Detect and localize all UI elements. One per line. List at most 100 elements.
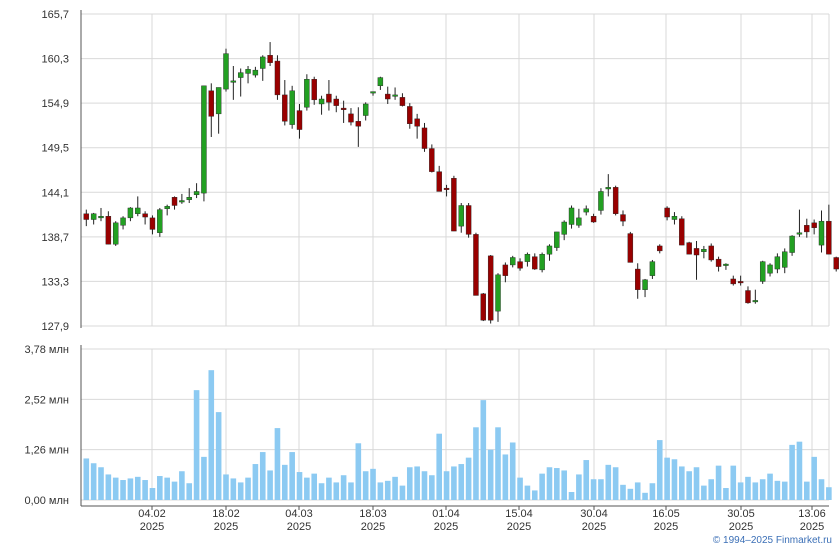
candle-body [237, 72, 244, 78]
candle [355, 107, 362, 147]
price-tick-label: 144,1 [41, 187, 69, 199]
candle-body [465, 205, 472, 235]
candle [98, 207, 104, 222]
volume-bar [296, 472, 303, 500]
candle [502, 262, 509, 283]
candle [532, 253, 538, 270]
candle [796, 209, 803, 237]
candle-body [752, 300, 759, 303]
candle [113, 221, 119, 246]
x-tick-label-date: 04.03 [285, 508, 313, 520]
volume-bar [142, 480, 148, 500]
volume-bar [656, 440, 663, 500]
volume-bar [237, 482, 244, 500]
volume-bar [789, 444, 795, 500]
volume-bar [803, 481, 810, 500]
x-tick-label-date: 18.03 [359, 508, 387, 520]
volume-bar [708, 479, 715, 500]
volume-bar [818, 479, 825, 500]
candle [407, 103, 413, 129]
candle-body [730, 278, 736, 285]
volume-bar [826, 487, 832, 500]
candle-body [576, 217, 582, 226]
candle [811, 219, 817, 235]
candle-body [318, 98, 325, 105]
candle-body [267, 55, 273, 63]
volume-bar [686, 471, 692, 500]
candle [561, 220, 567, 241]
volume-bar [171, 481, 178, 500]
candle-body [612, 187, 619, 214]
volume-bar [517, 477, 523, 500]
x-tick-label-year: 2025 [800, 521, 824, 533]
candle [620, 210, 626, 227]
volume-bar [451, 466, 457, 500]
x-tick-label-year: 2025 [214, 521, 238, 533]
candle [245, 66, 251, 84]
candle [429, 144, 435, 173]
candle-body [311, 79, 317, 101]
candle-body [767, 264, 773, 274]
candle [598, 188, 604, 215]
x-tick-label-date: 16.05 [652, 508, 680, 520]
candle-body [708, 245, 714, 261]
volume-bar [164, 477, 170, 500]
candle-body [83, 213, 90, 220]
volume-bar [304, 477, 310, 500]
volume-bar [340, 475, 347, 500]
volume-bar [274, 428, 281, 500]
candle [554, 231, 560, 251]
volume-bar [620, 484, 626, 500]
candle-body [252, 69, 259, 76]
price-panel: 165,7 160,3 154,9 149,5 144,1 138,7 133,3 127,9 [41, 9, 839, 333]
candle-body [274, 60, 281, 96]
candle-body [127, 207, 134, 219]
candle-body [223, 53, 229, 90]
candle [362, 102, 369, 121]
volume-bar [362, 471, 369, 500]
candle [340, 100, 347, 123]
candle [370, 91, 376, 96]
candle-body [532, 256, 538, 270]
candle-body [296, 110, 303, 130]
candle-body [723, 263, 729, 266]
volume-bar [745, 476, 751, 500]
candle-body [818, 220, 825, 246]
candle [421, 122, 428, 152]
candle-body [833, 257, 839, 270]
volume-bar [679, 466, 685, 500]
price-tick-label: 138,7 [41, 232, 69, 244]
candle [171, 196, 178, 210]
candle [274, 55, 281, 100]
candle [201, 85, 207, 202]
volume-bar [737, 482, 744, 500]
volume-bar [377, 482, 384, 500]
volume-bar [524, 485, 531, 500]
volume-bar [201, 456, 207, 500]
candle-body [414, 118, 420, 127]
candle [90, 212, 97, 225]
candle-body [90, 213, 97, 220]
candle-body [245, 69, 251, 74]
candle-body [98, 216, 104, 219]
volume-bar [267, 470, 273, 500]
volume-bar [752, 482, 759, 500]
candle-body [340, 107, 347, 110]
volume-bar [627, 488, 634, 500]
candle [510, 255, 516, 268]
candle [664, 206, 670, 221]
x-tick-label-year: 2025 [140, 521, 164, 533]
volume-bar [105, 474, 112, 500]
volume-bar [590, 479, 597, 500]
candle-body [605, 187, 611, 190]
price-tick-label: 160,3 [41, 54, 69, 66]
candle-body [304, 79, 310, 108]
copyright-notice: © 1994–2025 Finmarket.ru [712, 535, 832, 546]
candle-body [693, 248, 700, 256]
candle-body [142, 213, 148, 218]
candle [311, 76, 317, 105]
candle [127, 207, 134, 222]
volume-bar [326, 477, 332, 500]
volume-bar [370, 468, 376, 500]
